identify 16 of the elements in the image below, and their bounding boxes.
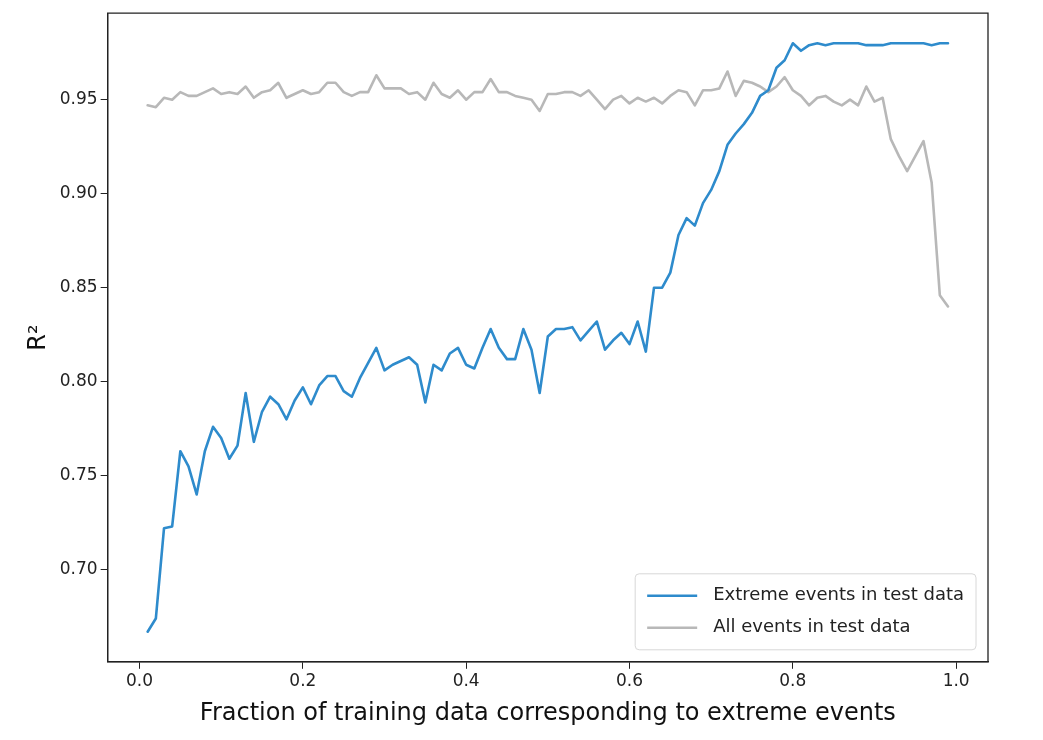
legend-label: All events in test data <box>713 615 911 637</box>
y-tick-label: 0.75 <box>59 464 98 485</box>
x-tick-label: 0.0 <box>125 670 154 691</box>
x-tick-label: 0.6 <box>615 670 644 691</box>
x-tick-label: 0.2 <box>289 670 317 691</box>
x-tick-label: 0.8 <box>779 670 807 691</box>
x-tick-label: 0.4 <box>452 670 480 691</box>
y-tick-label: 0.90 <box>59 182 98 203</box>
x-tick-label: 1.0 <box>942 670 970 691</box>
y-tick-label: 0.85 <box>59 276 98 297</box>
y-tick-label: 0.70 <box>59 558 98 579</box>
y-tick-label: 0.80 <box>59 370 98 391</box>
y-axis-title: R² <box>22 324 51 351</box>
x-axis-title: Fraction of training data corresponding to extreme events <box>199 697 896 726</box>
legend-label: Extreme events in test data <box>713 583 965 605</box>
y-tick-label: 0.95 <box>59 88 98 109</box>
